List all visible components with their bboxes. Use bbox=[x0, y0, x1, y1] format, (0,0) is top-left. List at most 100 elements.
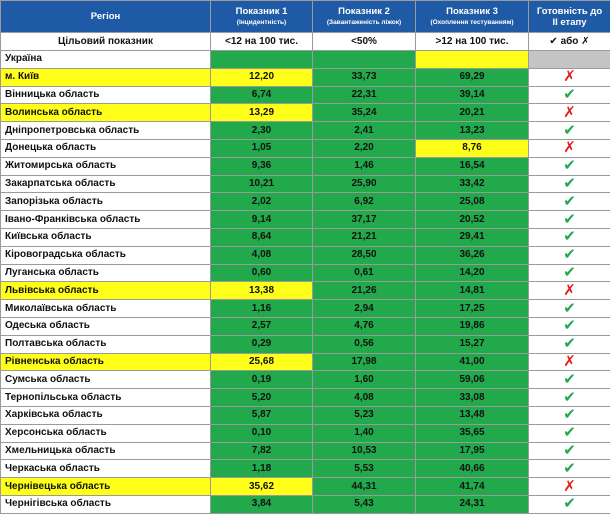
indicator-value: 35,24 bbox=[313, 104, 416, 122]
indicator-value: 4,08 bbox=[313, 389, 416, 407]
readiness-mark: ✗ bbox=[529, 139, 610, 157]
indicator-value: 12,20 bbox=[211, 68, 313, 86]
indicator-value: 17,98 bbox=[313, 353, 416, 371]
region-name: Херсонська область bbox=[1, 424, 211, 442]
indicator-value: 35,62 bbox=[211, 478, 313, 496]
region-name: Одеська область bbox=[1, 317, 211, 335]
region-name: Закарпатська область bbox=[1, 175, 211, 193]
indicator-value: 5,20 bbox=[211, 389, 313, 407]
indicator-value: 2,94 bbox=[313, 300, 416, 318]
target-cell: <50% bbox=[313, 33, 416, 51]
indicator-value: 21,21 bbox=[313, 228, 416, 246]
readiness-mark: ✔ bbox=[529, 495, 610, 513]
target-cell: <12 на 100 тис. bbox=[211, 33, 313, 51]
indicator-value: 1,40 bbox=[313, 424, 416, 442]
target-cell: Цільовий показник bbox=[1, 33, 211, 51]
readiness-mark: ✗ bbox=[529, 104, 610, 122]
header-cell: Показник 1(Інцидентність) bbox=[211, 1, 313, 33]
region-name: Чернігівська область bbox=[1, 495, 211, 513]
region-name: Луганська область bbox=[1, 264, 211, 282]
indicator-value: 1,60 bbox=[313, 371, 416, 389]
region-name: Україна bbox=[1, 51, 211, 69]
indicator-value: 0,60 bbox=[211, 264, 313, 282]
readiness-mark: ✔ bbox=[529, 246, 610, 264]
indicator-value: 20,52 bbox=[416, 211, 529, 229]
region-name: Миколаївська область bbox=[1, 300, 211, 318]
region-name: Запорізька область bbox=[1, 193, 211, 211]
header-title: Показник 3 bbox=[446, 6, 498, 17]
indicator-value: 15,27 bbox=[416, 335, 529, 353]
indicator-value: 8,64 bbox=[211, 228, 313, 246]
indicator-value: 69,29 bbox=[416, 68, 529, 86]
indicator-value: 35,65 bbox=[416, 424, 529, 442]
indicator-value: 22,31 bbox=[313, 86, 416, 104]
header-cell: Готовність до ІІ етапу bbox=[529, 1, 610, 33]
readiness-mark: ✗ bbox=[529, 478, 610, 496]
indicator-value: 13,23 bbox=[416, 122, 529, 140]
indicator-value: 9,36 bbox=[211, 157, 313, 175]
target-cell: ✔ або ✗ bbox=[529, 33, 610, 51]
header-cell: Показник 3(Охоплення тестуванням) bbox=[416, 1, 529, 33]
readiness-mark: ✔ bbox=[529, 406, 610, 424]
readiness-mark: ✔ bbox=[529, 424, 610, 442]
region-name: Тернопільська область bbox=[1, 389, 211, 407]
readiness-mark: ✔ bbox=[529, 264, 610, 282]
indicator-value: 1,18 bbox=[211, 460, 313, 478]
indicator-value: 1,46 bbox=[313, 157, 416, 175]
region-name: м. Київ bbox=[1, 68, 211, 86]
region-name: Київська область bbox=[1, 228, 211, 246]
indicator-value: 24,31 bbox=[416, 495, 529, 513]
readiness-mark: ✔ bbox=[529, 442, 610, 460]
indicator-value: 0,29 bbox=[211, 335, 313, 353]
readiness-mark: ✔ bbox=[529, 175, 610, 193]
region-name: Чернівецька область bbox=[1, 478, 211, 496]
indicator-value bbox=[313, 51, 416, 69]
indicator-value: 13,38 bbox=[211, 282, 313, 300]
indicator-value: 39,14 bbox=[416, 86, 529, 104]
indicator-value: 5,43 bbox=[313, 495, 416, 513]
indicator-value: 17,95 bbox=[416, 442, 529, 460]
readiness-mark: ✔ bbox=[529, 193, 610, 211]
readiness-mark: ✔ bbox=[529, 335, 610, 353]
region-name: Донецька область bbox=[1, 139, 211, 157]
region-row: Україна bbox=[1, 51, 610, 69]
header-title: Показник 2 bbox=[338, 6, 390, 17]
indicator-value: 29,41 bbox=[416, 228, 529, 246]
indicator-value: 13,48 bbox=[416, 406, 529, 424]
region-name: Черкаська область bbox=[1, 460, 211, 478]
indicator-value: 16,54 bbox=[416, 157, 529, 175]
indicator-value: 14,20 bbox=[416, 264, 529, 282]
indicator-value: 2,20 bbox=[313, 139, 416, 157]
target-row: Цільовий показник<12 на 100 тис.<50%>12 … bbox=[1, 33, 610, 51]
indicator-value: 25,68 bbox=[211, 353, 313, 371]
indicator-value: 44,31 bbox=[313, 478, 416, 496]
readiness-mark: ✗ bbox=[529, 353, 610, 371]
indicator-value: 3,84 bbox=[211, 495, 313, 513]
readiness-mark: ✔ bbox=[529, 300, 610, 318]
readiness-mark: ✔ bbox=[529, 122, 610, 140]
region-name: Житомирська область bbox=[1, 157, 211, 175]
readiness-mark: ✔ bbox=[529, 228, 610, 246]
header-title: Готовність до ІІ етапу bbox=[537, 6, 602, 28]
indicator-value: 7,82 bbox=[211, 442, 313, 460]
header-title: Показник 1 bbox=[236, 6, 288, 17]
